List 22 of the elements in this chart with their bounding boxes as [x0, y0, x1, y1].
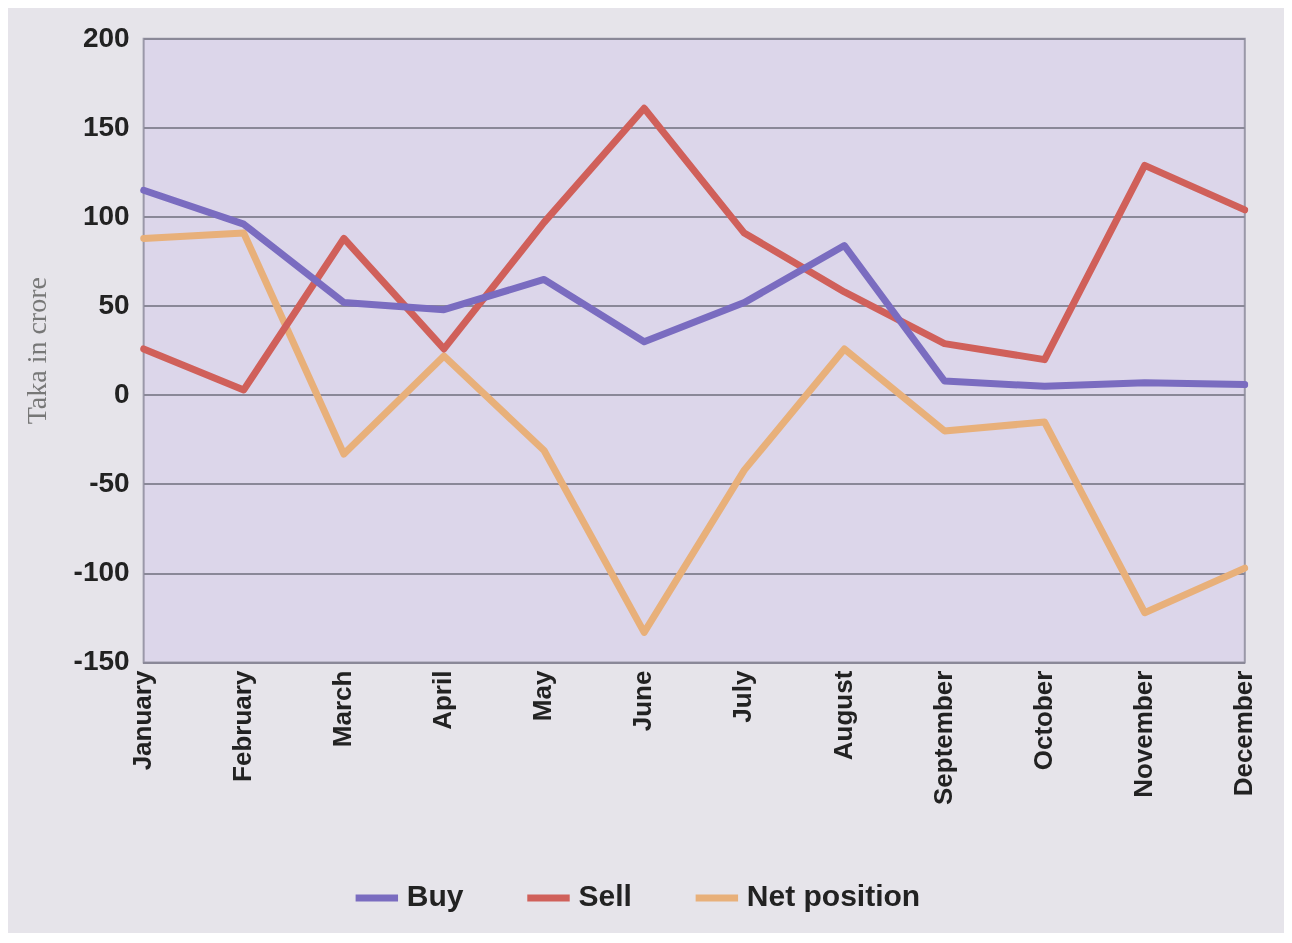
x-tick-label: September [927, 670, 958, 806]
legend-label: Net position [746, 879, 921, 913]
y-axis-title: Taka in crore [21, 277, 53, 425]
x-tick-label: July [727, 670, 758, 723]
x-tick-label: November [1127, 670, 1158, 798]
y-tick-label: 0 [114, 377, 130, 409]
y-tick-label: 100 [82, 199, 130, 231]
legend-label: Sell [578, 879, 632, 913]
legend-label: Buy [406, 879, 464, 913]
y-tick-label: 150 [82, 110, 130, 142]
x-tick-label: August [827, 670, 858, 761]
x-tick-label: April [427, 670, 458, 730]
x-tick-label: February [226, 670, 257, 782]
y-tick-label: 50 [98, 288, 130, 320]
x-tick-label: December [1227, 670, 1258, 797]
x-tick-label: May [527, 670, 558, 722]
x-tick-label: March [327, 670, 358, 748]
y-tick-label: -100 [73, 556, 130, 588]
y-tick-label: 200 [82, 21, 130, 53]
x-tick-label: June [627, 670, 658, 732]
x-tick-label: October [1027, 670, 1058, 771]
y-tick-label: -50 [89, 467, 130, 499]
